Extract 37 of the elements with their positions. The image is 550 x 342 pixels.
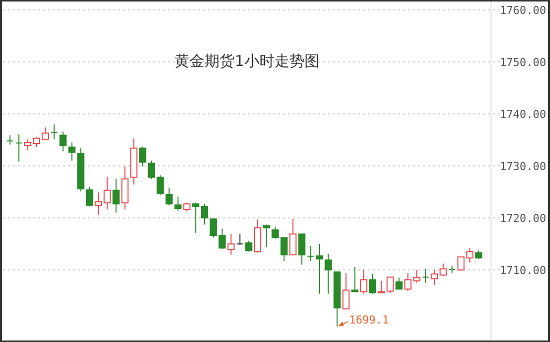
y-tick-label: 1740.00 [500,108,546,121]
candlestick [6,134,14,146]
candlestick [289,218,297,256]
candlestick [448,265,456,274]
candlestick [368,274,376,294]
candlestick [68,142,76,162]
candlestick [422,268,430,284]
candlestick [360,269,368,294]
candlestick [42,126,49,140]
candlestick [298,233,306,266]
candlestick [395,277,403,290]
candlestick [316,243,324,294]
candlestick [351,266,358,292]
candlestick [15,134,22,162]
candlestick [342,272,350,310]
y-tick-label: 1760.00 [500,4,546,17]
annotation: 1699.1 [349,314,389,327]
candlestick [254,218,262,254]
candlestick [245,240,252,252]
candlestick [86,186,94,207]
text: 黄金期货1小时走势图 [174,52,320,70]
candlestick [307,245,314,262]
y-tick-label: 1710.00 [500,264,546,277]
candlestick [112,178,120,214]
candlestick [324,253,332,294]
y-tick-label: 1750.00 [500,56,546,69]
candlestick [166,187,173,206]
candlestick [121,166,129,210]
candlestick [227,233,235,256]
y-tick-label: 1720.00 [500,212,546,225]
candlestick [50,124,58,140]
candlestick [174,196,182,212]
candlestick [139,146,146,167]
candlestick [236,233,244,246]
y-tick-label: 1730.00 [500,160,546,173]
candlestick [262,224,270,248]
candlestick [59,131,67,152]
